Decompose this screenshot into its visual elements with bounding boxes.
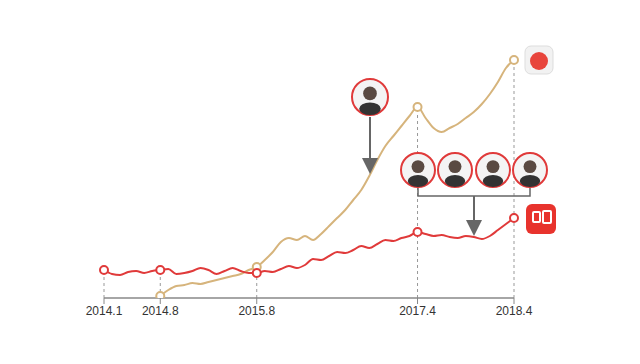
svg-text:2014.8: 2014.8 bbox=[142, 304, 179, 318]
svg-text:2017.4: 2017.4 bbox=[399, 304, 436, 318]
svg-text:2014.1: 2014.1 bbox=[86, 304, 123, 318]
svg-text:2015.8: 2015.8 bbox=[238, 304, 275, 318]
svg-text:2018.4: 2018.4 bbox=[496, 304, 533, 318]
